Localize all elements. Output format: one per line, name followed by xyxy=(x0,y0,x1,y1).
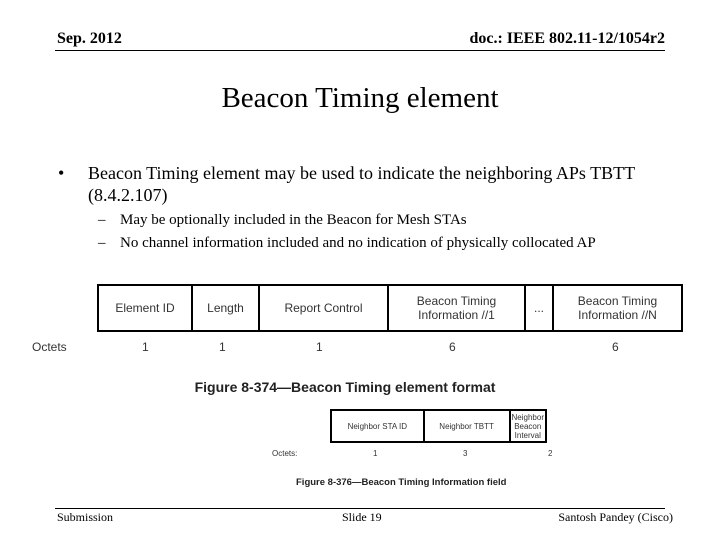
footer-slide-number: Slide 19 xyxy=(342,510,382,524)
field-neighbor-tbtt: Neighbor TBTT xyxy=(422,409,511,443)
element-format-table: Element ID Length Report Control Beacon … xyxy=(97,284,683,332)
header-rule xyxy=(55,50,665,51)
header-doc: doc.: IEEE 802.11-12/1054r2 xyxy=(469,30,665,47)
field-length: Length xyxy=(191,284,260,332)
bullet-text: Beacon Timing element may be used to ind… xyxy=(88,163,635,205)
sub-bullet-2: No channel information included and no i… xyxy=(120,235,596,251)
sub-marker: – xyxy=(98,235,106,251)
sub-marker: – xyxy=(98,212,106,228)
octet-value: 2 xyxy=(548,449,553,458)
field-neighbor-beacon-interval: Neighbor Beacon Interval xyxy=(508,409,548,443)
octets-label: Octets: xyxy=(272,449,298,458)
field-neighbor-sta-id: Neighbor STA ID xyxy=(330,409,425,443)
figure1-caption: Figure 8-374—Beacon Timing element forma… xyxy=(194,379,496,395)
footer-author: Santosh Pandey (Cisco) xyxy=(558,510,673,524)
figure2-caption: Figure 8-376—Beacon Timing Information f… xyxy=(296,477,507,488)
octet-value: 6 xyxy=(449,340,456,354)
octet-value: 1 xyxy=(316,340,323,354)
octet-value: 3 xyxy=(463,449,468,458)
field-ellipsis: ... xyxy=(524,284,554,332)
footer-rule xyxy=(55,508,665,509)
field-element-id: Element ID xyxy=(97,284,193,332)
field-bti-1: Beacon Timing Information //1 xyxy=(387,284,526,332)
bullet-marker: • xyxy=(58,163,65,183)
sub-bullet-1: May be optionally included in the Beacon… xyxy=(120,212,467,228)
header-date: Sep. 2012 xyxy=(57,30,122,47)
octets-label: Octets xyxy=(32,340,67,354)
footer-submission: Submission xyxy=(57,510,114,524)
field-bti-n: Beacon Timing Information //N xyxy=(552,284,683,332)
slide-title: Beacon Timing element xyxy=(221,82,499,114)
octet-value: 1 xyxy=(142,340,149,354)
octet-value: 1 xyxy=(219,340,226,354)
field-report-control: Report Control xyxy=(258,284,389,332)
timing-info-table: Neighbor STA ID Neighbor TBTT Neighbor B… xyxy=(330,409,548,443)
octet-value: 6 xyxy=(612,340,619,354)
octet-value: 1 xyxy=(373,449,378,458)
